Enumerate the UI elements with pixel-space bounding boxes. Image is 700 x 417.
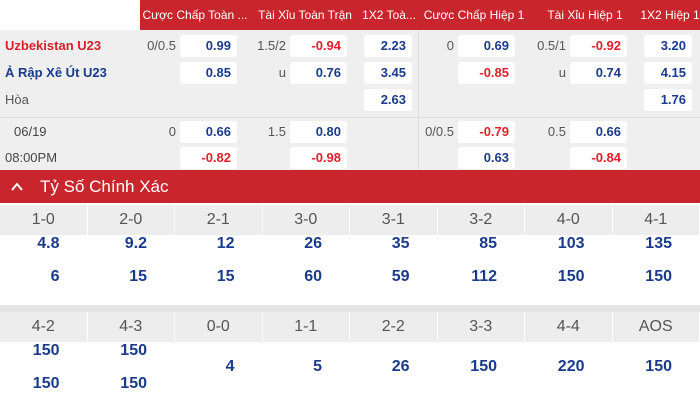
line-label: 0/0.5 (425, 124, 454, 139)
odds-box[interactable]: -0.98 (290, 147, 347, 169)
score-label: 1-0 (0, 205, 88, 235)
odds-box[interactable]: 0.74 (570, 62, 627, 84)
draw-label: Hòa (5, 92, 29, 107)
column-header: Tài Xỉu Toàn Trận (250, 0, 360, 30)
score-odds[interactable]: 60 (304, 268, 322, 285)
under-label: u (278, 65, 286, 80)
score-odds[interactable]: 220 (557, 358, 585, 375)
score-odds[interactable]: 103 (557, 235, 585, 252)
score-odds[interactable]: 150 (557, 268, 585, 285)
score-odds[interactable]: 150 (120, 342, 147, 359)
odds-box[interactable]: 0.63 (458, 147, 515, 169)
column-header: 1X2 Hiệp 1 (640, 0, 700, 30)
odds-box[interactable]: 2.63 (364, 89, 412, 111)
match-time: 08:00PM (5, 150, 58, 165)
odds-box[interactable]: 3.45 (364, 62, 412, 84)
score-odds[interactable]: 15 (216, 268, 235, 285)
column-header: Cược Chấp Toàn ... (140, 0, 250, 30)
half-divider (418, 30, 419, 170)
score-label: 4-4 (525, 312, 613, 342)
score-label: 3-2 (437, 205, 525, 235)
chevron-icon (11, 182, 23, 191)
section-title: Tỷ Số Chính Xác (40, 177, 169, 196)
score-odds[interactable]: 15 (129, 268, 147, 285)
away-team: Ả Rập Xê Út U23 (5, 65, 107, 80)
score-odds[interactable]: 26 (304, 235, 322, 252)
line-label: 0/0.5 (147, 38, 176, 53)
score-odds[interactable]: 6 (50, 268, 60, 285)
section-header[interactable]: Tỷ Số Chính Xác (0, 170, 700, 203)
score-odds[interactable]: 59 (391, 268, 410, 285)
score-odds[interactable]: 150 (645, 268, 672, 285)
score-odds[interactable]: 135 (645, 235, 672, 252)
score-odds[interactable]: 12 (216, 235, 235, 252)
score-odds[interactable]: 5 (313, 358, 322, 375)
score-label: 3-1 (350, 205, 438, 235)
odds-box[interactable]: -0.82 (180, 147, 237, 169)
odds-box[interactable]: 1.76 (644, 89, 692, 111)
score-odds[interactable]: 85 (479, 235, 497, 252)
score-odds[interactable]: 150 (470, 358, 497, 375)
odds-box[interactable]: 0.85 (180, 62, 237, 84)
score-label: 2-0 (87, 205, 175, 235)
score-odds[interactable]: 4 (225, 358, 235, 375)
column-header: 1X2 Toà... (360, 0, 418, 30)
row-divider (0, 117, 700, 118)
match-date: 06/19 (14, 124, 47, 139)
score-label: 2-1 (175, 205, 263, 235)
score-label: 4-3 (87, 312, 175, 342)
odds-box[interactable]: 0.76 (290, 62, 347, 84)
score-odds[interactable]: 112 (471, 268, 497, 285)
line-label: 0.5 (547, 124, 566, 139)
score-odds[interactable]: 150 (120, 375, 147, 392)
score-label: 2-2 (350, 312, 438, 342)
score-label: 4-0 (525, 205, 613, 235)
under-label: u (558, 65, 566, 80)
odds-box[interactable]: -0.92 (570, 35, 627, 57)
score-odds[interactable]: 9.2 (124, 235, 147, 252)
score-odds[interactable]: 150 (645, 358, 672, 375)
column-header: Tài Xỉu Hiệp 1 (530, 0, 640, 30)
score-label: 4-2 (0, 312, 88, 342)
group-gap (0, 305, 700, 312)
score-odds[interactable]: 150 (32, 375, 60, 392)
score-label: 3-0 (262, 205, 350, 235)
score-label: 3-3 (437, 312, 525, 342)
odds-box[interactable]: -0.84 (570, 147, 627, 169)
odds-box[interactable]: 0.66 (180, 121, 237, 143)
score-label: 1-1 (262, 312, 350, 342)
score-odds[interactable]: 150 (32, 342, 60, 359)
line-label: 0 (168, 124, 176, 139)
score-label: 4-1 (612, 205, 700, 235)
odds-box[interactable]: 0.69 (458, 35, 515, 57)
odds-box[interactable]: -0.94 (290, 35, 347, 57)
odds-box[interactable]: 2.23 (364, 35, 412, 57)
score-odds[interactable]: 35 (391, 235, 410, 252)
home-team: Uzbekistan U23 (5, 38, 102, 53)
line-label: 0 (446, 38, 454, 53)
score-label: 0-0 (175, 312, 263, 342)
line-label: 0.5/1 (537, 38, 566, 53)
score-odds[interactable]: 26 (391, 358, 410, 375)
odds-box[interactable]: 0.99 (180, 35, 237, 57)
odds-box[interactable]: 3.20 (644, 35, 692, 57)
line-label: 1.5/2 (257, 38, 286, 53)
score-odds[interactable]: 4.8 (37, 235, 60, 252)
odds-box[interactable]: -0.85 (458, 62, 515, 84)
score-label: AOS (612, 312, 700, 342)
odds-box[interactable]: 0.80 (290, 121, 347, 143)
odds-box[interactable]: 0.66 (570, 121, 627, 143)
odds-box[interactable]: -0.79 (458, 121, 515, 143)
column-header: Cược Chấp Hiệp 1 (418, 0, 530, 30)
odds-box[interactable]: 4.15 (644, 62, 692, 84)
line-label: 1.5 (267, 124, 286, 139)
